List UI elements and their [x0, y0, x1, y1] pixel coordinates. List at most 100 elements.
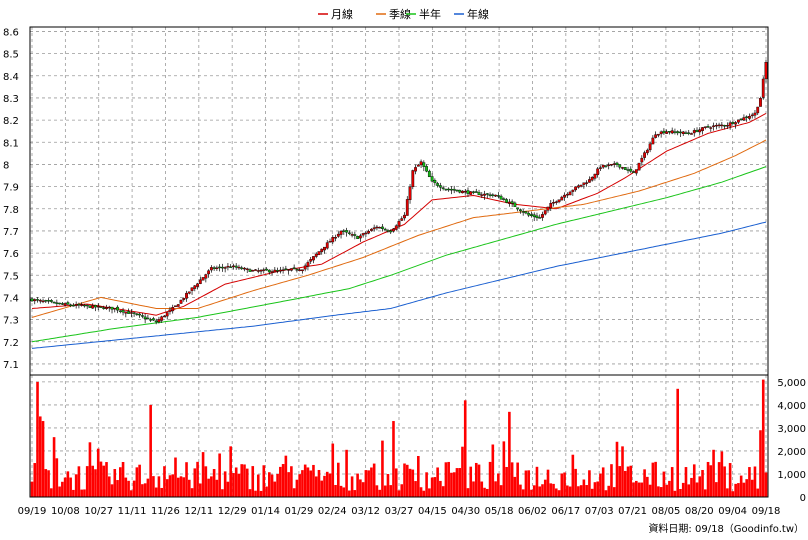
- candle-body: [662, 130, 666, 134]
- volume-bar: [143, 483, 147, 497]
- volume-bar: [668, 480, 671, 497]
- volume-bar: [720, 451, 724, 497]
- volume-bar: [543, 479, 547, 497]
- volume-bar: [190, 488, 194, 497]
- candle-body: [33, 299, 37, 302]
- volume-bar: [419, 487, 423, 497]
- candle-body: [301, 269, 304, 272]
- volume-bar: [350, 476, 354, 497]
- x-tick-label: 06/17: [551, 506, 580, 517]
- volume-bar: [378, 489, 381, 497]
- candle-body: [527, 213, 531, 216]
- candle-body: [761, 78, 765, 98]
- volume-bar: [113, 469, 117, 497]
- volume-bar: [185, 462, 188, 497]
- volume-bar: [187, 479, 191, 497]
- candle-body: [427, 170, 431, 178]
- candle-body: [220, 266, 224, 269]
- volume-bar: [179, 476, 183, 497]
- volume-bar: [756, 488, 760, 497]
- candle-body: [563, 194, 566, 198]
- volume-bar: [348, 490, 351, 497]
- candle-body: [502, 198, 506, 200]
- volume-bar: [568, 486, 572, 497]
- candlesticks: [30, 59, 768, 325]
- volume-bar: [218, 453, 221, 497]
- volume-bar: [466, 488, 470, 497]
- volume-bar: [301, 470, 304, 497]
- volume-bar: [530, 489, 533, 497]
- candle-body: [342, 230, 346, 232]
- volume-bar: [248, 489, 252, 497]
- volume-bar: [392, 421, 395, 497]
- volume-bar: [389, 485, 393, 497]
- candle-body: [587, 179, 591, 183]
- price-tick-label: 8.6: [3, 27, 19, 38]
- volume-bar: [102, 465, 106, 497]
- candle-body: [645, 149, 649, 154]
- candle-body: [447, 188, 451, 191]
- volume-bar: [574, 468, 577, 497]
- volume-bar: [199, 483, 202, 497]
- candle-body: [516, 207, 520, 210]
- candle-body: [665, 131, 669, 134]
- price-tick-label: 7.4: [3, 293, 19, 304]
- candle-body: [44, 300, 48, 302]
- legend-label-4: 年線: [467, 7, 489, 21]
- candle-body: [626, 169, 630, 171]
- candle-body: [96, 305, 100, 308]
- volume-bar: [646, 476, 649, 497]
- candle-body: [320, 248, 324, 253]
- candle-body: [676, 131, 680, 134]
- candle-body: [265, 268, 268, 271]
- x-axis-ticks: 09/19 10/08 10/27 11/11 11/26 12/11 12/29 01/14…: [18, 506, 781, 517]
- candle-body: [88, 305, 92, 308]
- volume-bar: [168, 475, 172, 497]
- volume-bar: [626, 466, 630, 497]
- volume-bar: [268, 472, 271, 497]
- volume-bar: [662, 471, 666, 497]
- volume-bar: [119, 467, 122, 497]
- candle-body: [361, 233, 365, 236]
- price-tick-label: 8: [3, 160, 9, 171]
- candle-body: [599, 167, 602, 169]
- volume-bar: [207, 478, 210, 497]
- candle-body: [295, 269, 299, 271]
- volume-bar: [458, 468, 462, 497]
- volume-bar: [212, 469, 216, 497]
- volume-bar: [130, 490, 133, 497]
- x-tick-label: 07/21: [618, 506, 647, 517]
- candle-body: [60, 303, 64, 305]
- volume-bar: [516, 462, 519, 497]
- x-tick-label: 03/27: [385, 506, 414, 517]
- candle-body: [549, 202, 553, 209]
- candle-body: [229, 266, 233, 268]
- legend-label-3: 半年: [419, 7, 441, 21]
- x-tick-label: 03/12: [351, 506, 380, 517]
- x-tick-label: 09/04: [718, 506, 747, 517]
- volume-bar: [417, 455, 420, 497]
- volume-bar: [99, 461, 103, 497]
- candle-body: [759, 98, 762, 107]
- volume-bar: [317, 469, 321, 497]
- volume-bar: [303, 464, 307, 497]
- volume-bar: [474, 462, 478, 497]
- candle-body: [632, 171, 635, 173]
- candle-body: [174, 305, 177, 307]
- volume-bar: [739, 475, 743, 497]
- volume-bar: [41, 421, 45, 497]
- candle-body: [692, 130, 696, 134]
- legend-label-1: 月線: [331, 7, 353, 21]
- volume-axis-ticks: 0 1,000 2,000 3,000 4,000 5,000: [777, 378, 806, 504]
- volume-bar: [621, 446, 624, 497]
- volume-bar: [723, 466, 726, 497]
- volume-bar: [328, 473, 332, 497]
- candle-body: [629, 168, 633, 172]
- candle-body: [160, 316, 164, 321]
- candle-body: [121, 309, 125, 313]
- ma-line: [31, 139, 767, 318]
- candle-body: [604, 165, 608, 167]
- candle-body: [568, 191, 572, 196]
- volume-bar: [146, 478, 150, 497]
- volume-bar: [472, 481, 475, 497]
